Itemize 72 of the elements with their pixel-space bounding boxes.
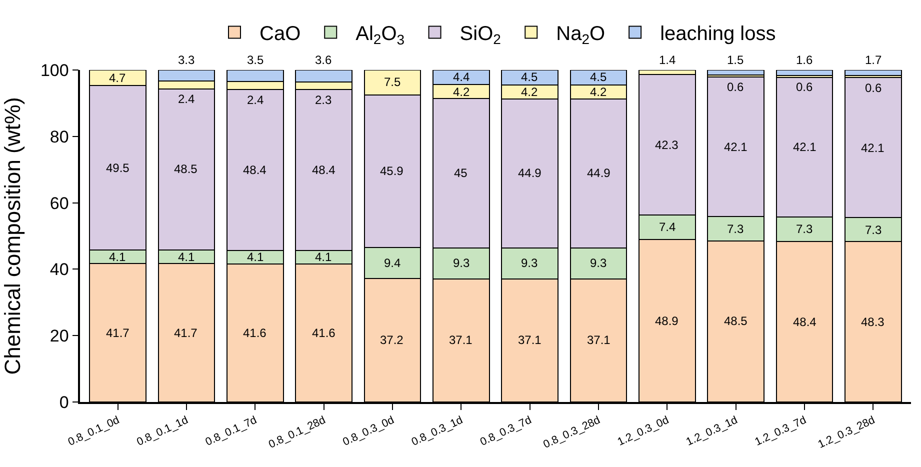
data-label: 42.1 [861,141,885,155]
data-label: 42.1 [724,140,748,154]
data-label: 4.2 [590,85,608,99]
data-label: 9.3 [590,256,608,270]
data-label: 4.5 [590,70,608,84]
data-label: 3.5 [247,53,264,67]
legend-label: Al$_{2}$O$_{3}$ [356,23,405,48]
y-tick-label: 60 [50,194,69,213]
data-label: 45.9 [380,164,404,178]
data-label: 7.5 [384,75,402,89]
data-label: 9.3 [453,256,470,270]
y-tick-label: 20 [50,326,69,346]
data-label: 41.6 [243,326,267,340]
data-label: 48.4 [312,163,336,177]
data-label: 48.4 [243,163,267,177]
data-label: 37.2 [380,333,404,347]
data-label: 4.1 [315,250,332,264]
data-label: 0.6 [727,80,744,94]
data-label: 4.7 [109,71,126,85]
data-label: 4.2 [453,85,470,99]
bar [776,70,834,76]
data-label: 48.5 [174,162,198,176]
data-label: 42.1 [793,140,817,154]
bar [844,70,902,76]
data-label: 41.7 [174,326,198,340]
data-label: 4.1 [247,250,264,264]
data-label: 7.3 [727,222,744,236]
data-label: 2.4 [178,92,196,106]
data-label: 41.7 [106,326,130,340]
legend-label: Na$_{2}$O [556,23,606,48]
data-label: 44.9 [518,166,542,180]
data-label: 3.3 [178,53,196,67]
data-label: 48.3 [861,315,885,329]
bar [707,70,765,76]
data-label: 48.4 [793,315,817,329]
data-label: 45 [454,166,468,180]
data-label: 2.3 [315,93,332,107]
data-label: 1.5 [727,53,744,67]
legend-label: leaching loss [660,23,776,46]
data-label: 48.9 [655,314,679,328]
y-tick-label: 40 [50,260,69,280]
data-label: 4.1 [109,250,126,264]
data-label: 1.4 [659,53,676,67]
data-label: 41.6 [312,326,336,340]
data-label: 4.4 [453,70,470,84]
data-label: 3.6 [315,53,332,67]
legend-label: CaO [260,23,301,46]
data-label: 4.1 [178,250,196,264]
data-label: 42.3 [655,138,679,152]
data-label: 9.4 [384,256,402,270]
data-label: 9.3 [521,256,538,270]
data-label: 7.4 [659,220,676,234]
data-label: 37.1 [518,333,542,347]
data-label: 37.1 [587,333,611,347]
data-label: 2.4 [247,93,264,107]
data-label: 1.7 [865,53,882,67]
data-label: 0.6 [865,81,882,95]
data-label: 7.3 [865,223,882,237]
data-label: 0.6 [796,80,814,94]
data-label: 4.5 [521,70,538,84]
legend-label: SiO$_{2}$ [460,23,502,48]
data-label: 37.1 [449,333,473,347]
data-label: 44.9 [587,166,611,180]
y-tick-label: 80 [50,127,69,146]
data-label: 4.2 [521,85,538,99]
y-axis-title: Chemical composition (wt%) [0,97,25,375]
data-label: 1.6 [796,53,814,67]
y-tick-label: 100 [40,60,69,80]
data-label: 7.3 [796,222,814,236]
data-label: 49.5 [106,161,130,175]
data-label: 48.5 [724,314,748,328]
y-tick-label: 0 [59,392,69,412]
